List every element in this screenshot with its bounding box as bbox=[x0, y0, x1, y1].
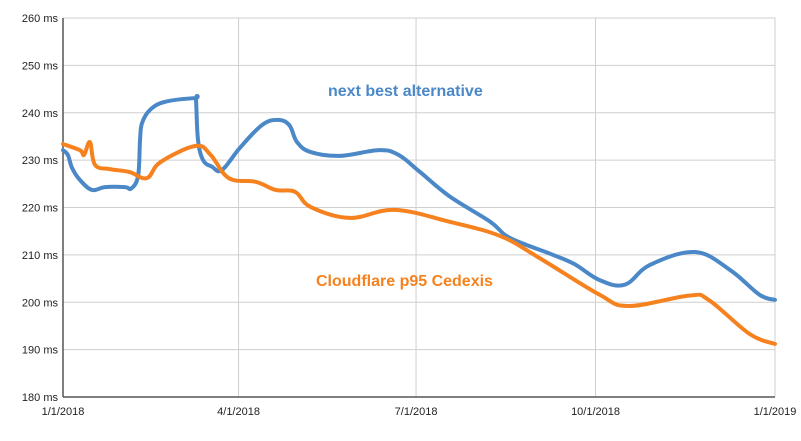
series-line-next-best-alternative bbox=[61, 93, 777, 302]
x-tick-label: 10/1/2018 bbox=[571, 406, 620, 418]
y-tick-label: 260 ms bbox=[22, 13, 59, 25]
x-tick-label: 4/1/2018 bbox=[217, 406, 260, 418]
y-tick-label: 190 ms bbox=[22, 345, 59, 357]
series-lines bbox=[61, 93, 777, 346]
y-tick-label: 250 ms bbox=[22, 60, 59, 72]
y-tick-label: 230 ms bbox=[22, 155, 59, 167]
y-tick-label: 220 ms bbox=[22, 203, 59, 215]
y-axis: 180 ms 190 ms 200 ms 210 ms 220 ms 230 ms 240 … bbox=[22, 13, 59, 404]
y-tick-label: 180 ms bbox=[22, 392, 59, 404]
x-tick-label: 1/1/2018 bbox=[42, 406, 85, 418]
grid bbox=[62, 17, 776, 398]
series-label-cloudflare: Cloudflare p95 Cedexis bbox=[316, 273, 493, 290]
y-tick-label: 240 ms bbox=[22, 108, 59, 120]
x-tick-label: 1/1/2019 bbox=[754, 406, 797, 418]
x-axis: 1/1/2018 4/1/2018 7/1/2018 10/1/2018 1/1/201… bbox=[42, 406, 797, 418]
x-tick-label: 7/1/2018 bbox=[395, 406, 438, 418]
series-line-cloudflare-p95 bbox=[61, 140, 777, 346]
y-tick-label: 200 ms bbox=[22, 297, 59, 309]
y-tick-label: 210 ms bbox=[22, 250, 59, 262]
series-label-next-best: next best alternative bbox=[328, 83, 483, 100]
